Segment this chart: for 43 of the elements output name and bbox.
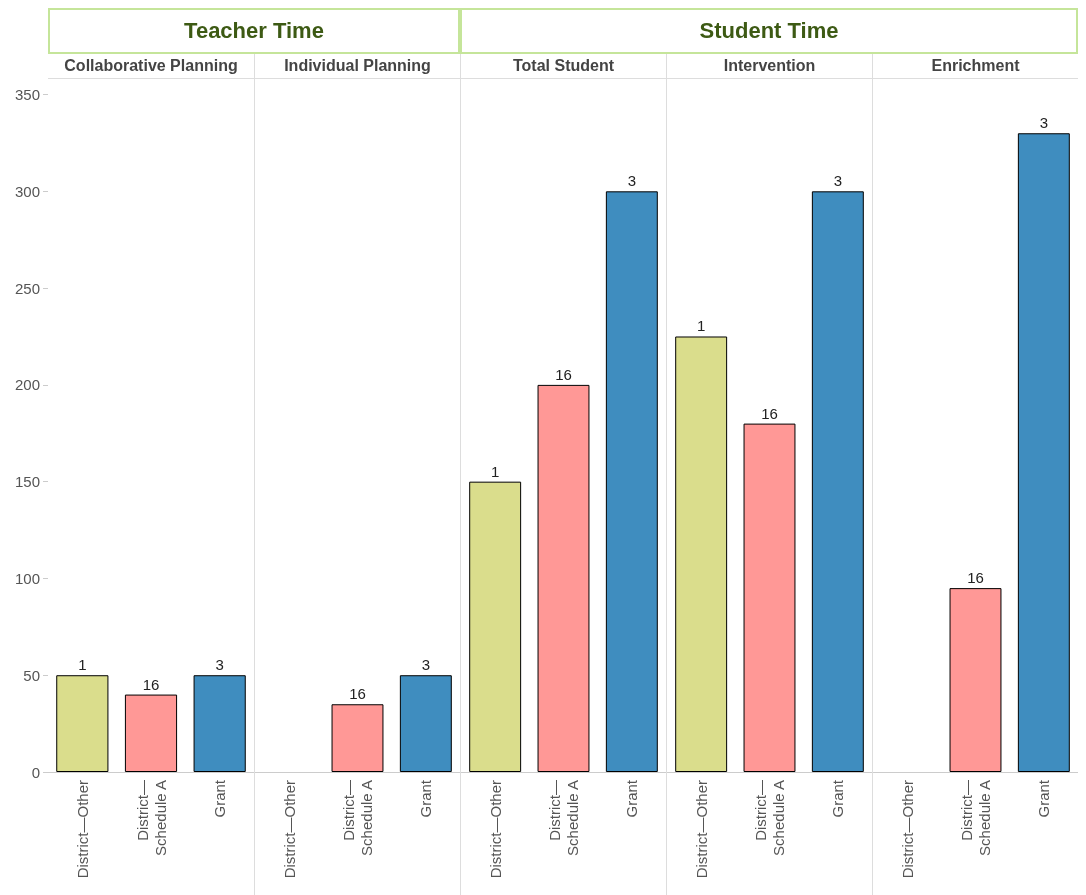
y-tick-label: 150 (14, 473, 40, 491)
annotation: 3 (421, 656, 431, 674)
y-tick-label: 350 (14, 86, 40, 104)
annotation: 1 (490, 462, 500, 480)
y-tick-label: 200 (14, 376, 40, 394)
annotation: 16 (761, 404, 778, 422)
y-tick-label: 300 (14, 182, 40, 200)
x-tick-label: Grant (829, 779, 847, 818)
text: Teacher Time (48, 8, 460, 54)
x-tick-label: District— Schedule A (546, 780, 581, 856)
annotation: 3 (627, 172, 637, 190)
x-tick-label: Grant (417, 779, 435, 818)
y-tick-label: 50 (23, 666, 40, 684)
x-tick-label: District—Other (692, 780, 710, 879)
x-tick-label: District—Other (486, 780, 504, 879)
annotation: 16 (349, 685, 366, 703)
chart-title: Intervention (667, 54, 872, 79)
annotation: 1 (696, 317, 706, 335)
x-tick-label: District— Schedule A (340, 780, 375, 856)
chart-title: Individual Planning (255, 54, 460, 79)
y-tick-label: 100 (14, 569, 40, 587)
annotation: 16 (142, 675, 160, 693)
x-tick-label: Grant (1035, 779, 1053, 818)
annotation: 3 (1039, 114, 1049, 132)
annotation: 16 (967, 569, 984, 587)
text: Student Time (460, 8, 1078, 54)
chart-title: Total Student (461, 54, 666, 79)
x-tick-label: Grant (623, 779, 641, 818)
y-tick-label: 0 (31, 763, 40, 781)
x-tick-label: District— Schedule A (752, 780, 787, 856)
y-tick-label: 250 (14, 279, 40, 297)
annotation: 3 (215, 656, 224, 674)
x-tick-label: District— Schedule A (958, 780, 993, 856)
x-tick-label: Grant (211, 779, 229, 818)
chart-title: Enrichment (873, 54, 1078, 79)
annotation: 1 (78, 656, 87, 674)
annotation: 16 (555, 365, 572, 383)
x-tick-label: District—Other (73, 780, 91, 879)
chart-title: Collaborative Planning (48, 54, 254, 79)
annotation: 3 (833, 172, 843, 190)
x-tick-label: District—Other (280, 780, 298, 879)
x-tick-label: District—Other (898, 780, 916, 879)
x-tick-label: District— Schedule A (133, 780, 169, 856)
